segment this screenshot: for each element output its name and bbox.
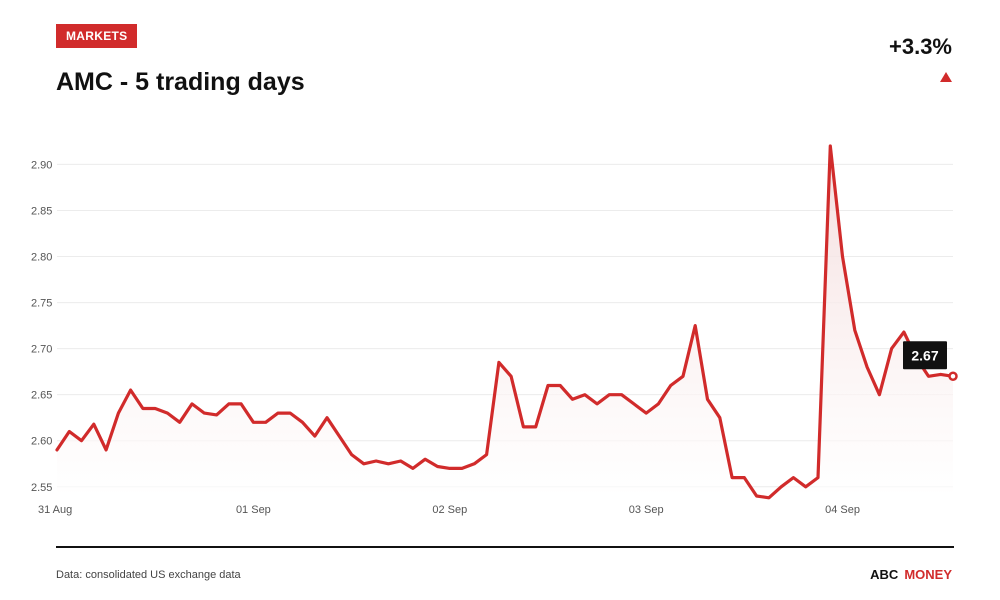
brand-name-part1: ABC <box>870 567 899 582</box>
y-tick-label: 2.60 <box>31 436 52 448</box>
data-source-note: Data: consolidated US exchange data <box>56 569 241 581</box>
section-badge: MARKETS <box>56 24 138 48</box>
price-chart: 2.55 2.60 2.65 2.70 2.75 2.80 2.85 2.90 31 Aug 0… <box>31 144 958 516</box>
y-tick-label: 2.75 <box>31 298 52 310</box>
x-tick-label: 31 Aug <box>38 504 72 516</box>
change-percent: +3.3% <box>889 34 952 59</box>
brand-name-part2: MONEY <box>904 567 952 582</box>
last-price-marker <box>948 371 958 382</box>
price-line <box>55 144 955 500</box>
y-tick-label: 2.85 <box>31 205 52 217</box>
y-tick-label: 2.90 <box>31 159 52 171</box>
x-tick-label: 04 Sep <box>825 504 860 516</box>
brand-logo: ABC MONEY <box>870 567 952 582</box>
chart-title: AMC - 5 trading days <box>56 68 305 96</box>
y-tick-label: 2.80 <box>31 252 52 264</box>
y-tick-label: 2.65 <box>31 390 52 402</box>
x-tick-label: 02 Sep <box>432 504 467 516</box>
price-area <box>57 146 953 498</box>
up-arrow-icon <box>940 72 952 82</box>
x-tick-label: 01 Sep <box>236 504 271 516</box>
footer-divider <box>56 546 954 548</box>
last-price-label: 2.67 <box>911 347 938 363</box>
y-tick-label: 2.70 <box>31 344 52 356</box>
last-price-tooltip: 2.67 <box>903 341 947 370</box>
y-tick-label: 2.55 <box>31 482 52 494</box>
x-tick-label: 03 Sep <box>629 504 664 516</box>
